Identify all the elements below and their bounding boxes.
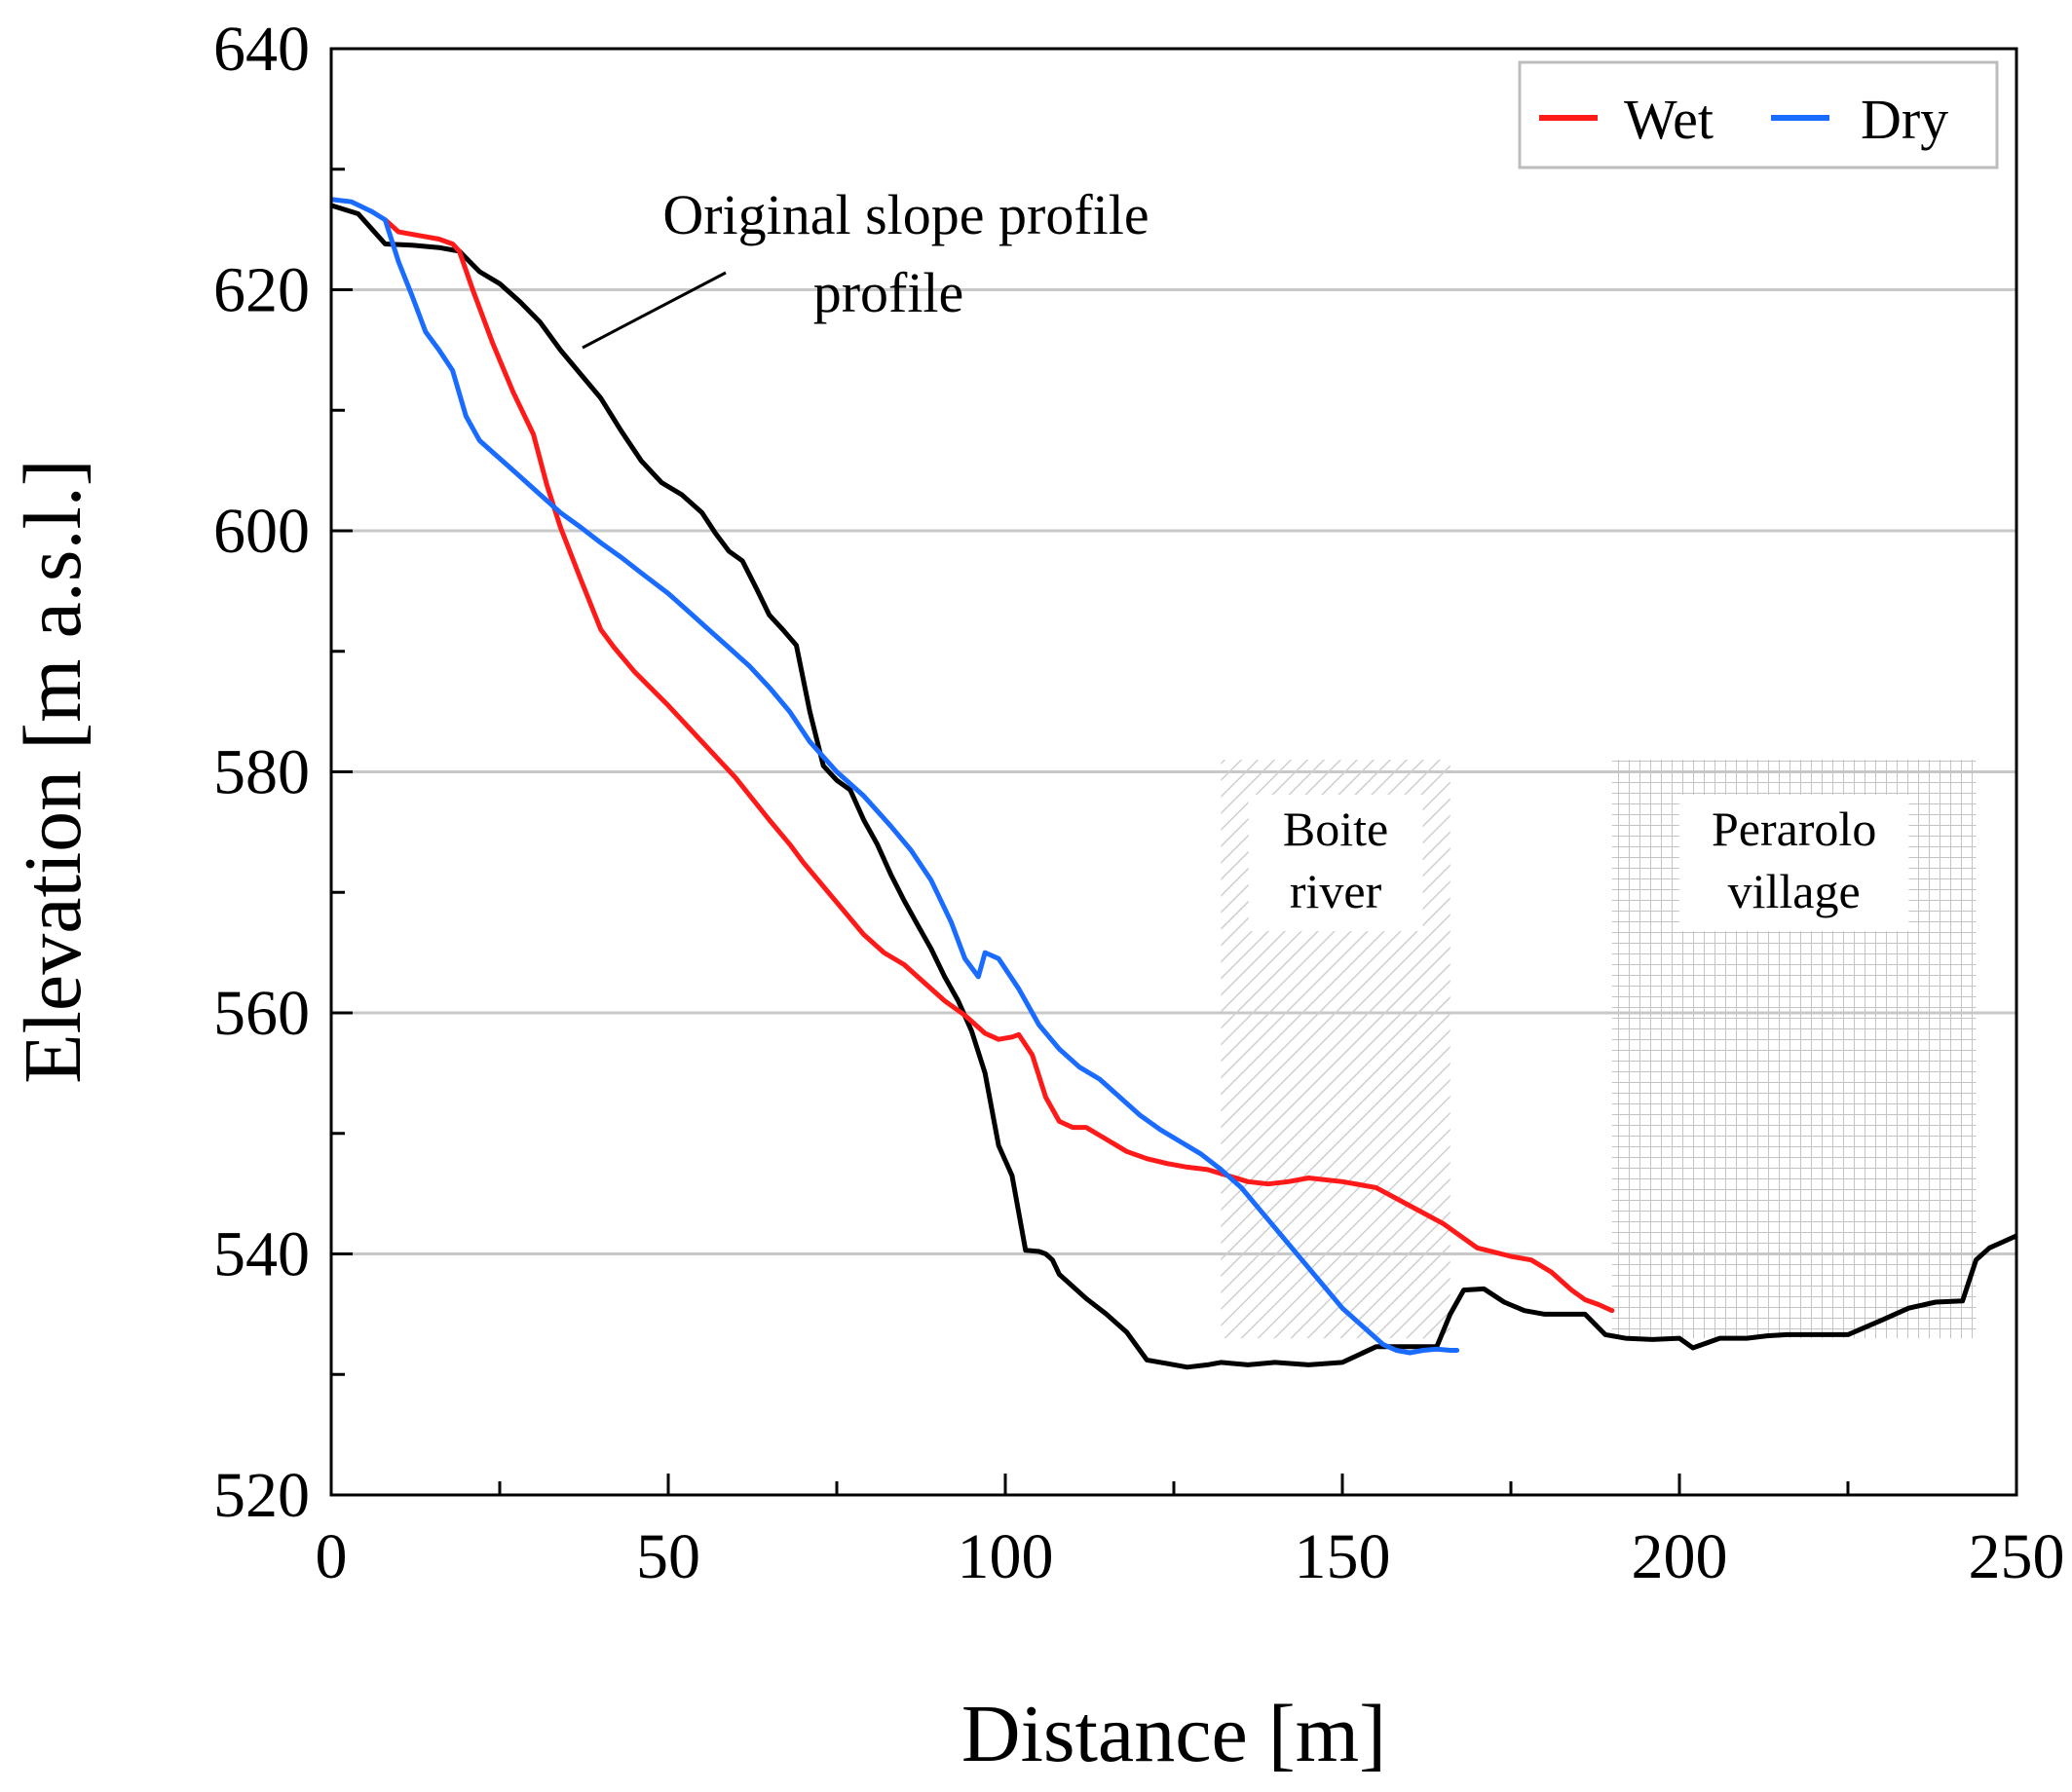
series-line-original-slope-profile bbox=[331, 203, 2016, 1370]
legend-box bbox=[1518, 60, 1999, 169]
data-series bbox=[331, 197, 2016, 1370]
callout-label-line-2: profile bbox=[813, 261, 964, 324]
zone-label-backdrop-boite-river bbox=[1248, 795, 1423, 932]
callout-leader-line bbox=[582, 271, 727, 350]
x-tick-label-150: 150 bbox=[1295, 1521, 1391, 1592]
series-line-dry bbox=[331, 197, 1460, 1356]
legend-label-wet: Wet bbox=[1624, 88, 1714, 151]
y-tick-label-640: 640 bbox=[213, 14, 310, 85]
x-tick-label-250: 250 bbox=[1969, 1521, 2065, 1592]
legend-label-dry: Dry bbox=[1861, 88, 1948, 151]
x-tick-label-100: 100 bbox=[958, 1521, 1054, 1592]
zone-label-perarolo-village-line-1: Perarolo bbox=[1712, 802, 1876, 856]
x-tick-label-200: 200 bbox=[1632, 1521, 1728, 1592]
zone-label-boite-river-line-2: river bbox=[1290, 864, 1382, 918]
y-tick-label-580: 580 bbox=[213, 737, 310, 808]
y-tick-label-520: 520 bbox=[213, 1460, 310, 1531]
y-axis-title: Elevation [m a.s.l.] bbox=[8, 459, 98, 1083]
x-tick-label-50: 50 bbox=[636, 1521, 700, 1592]
zone-label-perarolo-village-line-2: village bbox=[1728, 864, 1861, 918]
zone-label-backdrop-perarolo-village bbox=[1678, 795, 1909, 932]
legend: Wet Dry bbox=[1518, 60, 1999, 169]
zone-label-boite-river-line-1: Boite bbox=[1283, 802, 1388, 856]
original-profile-callout: Original slope profile profile bbox=[582, 183, 1149, 350]
y-tick-label-620: 620 bbox=[213, 255, 310, 326]
series-line-wet bbox=[382, 217, 1615, 1314]
x-tick-label-0: 0 bbox=[316, 1521, 348, 1592]
y-tick-label-560: 560 bbox=[213, 978, 310, 1049]
x-axis-title: Distance [m] bbox=[961, 1689, 1386, 1779]
annotation-zones: Boite river Perarolo village bbox=[1221, 760, 1977, 1339]
axis-ticks: 0 50 100 150 200 250 520 540 560 580 600 620 640 bbox=[213, 14, 2065, 1592]
callout-label-line-1: Original slope profile bbox=[662, 183, 1149, 246]
y-tick-label-600: 600 bbox=[213, 496, 310, 567]
y-tick-label-540: 540 bbox=[213, 1219, 310, 1290]
